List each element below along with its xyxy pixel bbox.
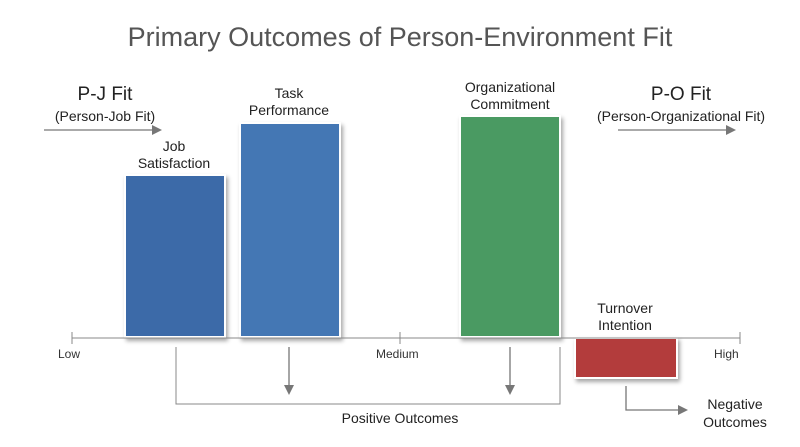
organizational-commitment-bar (459, 115, 561, 338)
po-fit-label: P-O Fit (Person-Organizational Fit) (588, 84, 774, 124)
job-satisfaction-label: Job Satisfaction (120, 138, 228, 172)
negative-outcomes-connector (625, 386, 688, 415)
organizational-commitment-label-line2: Commitment (470, 96, 550, 112)
job-satisfaction-label-line2: Satisfaction (137, 155, 211, 171)
task-performance-label-line1: Task (274, 85, 304, 101)
turnover-intention-label-line2: Intention (598, 317, 652, 333)
pj-fit-label: P-J Fit (Person-Job Fit) (40, 84, 170, 124)
task-performance-label: Task Performance (235, 85, 343, 119)
turnover-intention-label: Turnover Intention (570, 300, 680, 334)
negative-outcomes-label: Negative Outcomes (690, 395, 780, 431)
organizational-commitment-label-line1: Organizational (464, 79, 556, 95)
job-satisfaction-label-line1: Job (162, 138, 186, 154)
po-fit-name: P-O Fit (650, 84, 712, 105)
axis-label-low: Low (58, 347, 81, 361)
task-performance-label-line2: Performance (248, 102, 330, 118)
pj-fit-name: P-J Fit (77, 84, 133, 105)
negative-outcomes-label-line2: Outcomes (703, 414, 767, 430)
turnover-intention-label-line1: Turnover (597, 300, 653, 316)
axis-label-medium: Medium (376, 347, 419, 361)
positive-outcomes-label: Positive Outcomes (341, 410, 459, 426)
negative-outcomes-label-line1: Negative (707, 396, 763, 412)
pj-fit-subtitle: (Person-Job Fit) (54, 108, 156, 124)
axis-label-high: High (714, 347, 739, 361)
organizational-commitment-label: Organizational Commitment (444, 79, 576, 113)
po-fit-subtitle: (Person-Organizational Fit) (596, 108, 766, 124)
job-satisfaction-bar (124, 174, 226, 338)
diagram-title: Primary Outcomes of Person-Environment F… (127, 22, 673, 52)
task-performance-bar (239, 122, 341, 338)
positive-outcomes-bracket (175, 347, 561, 405)
